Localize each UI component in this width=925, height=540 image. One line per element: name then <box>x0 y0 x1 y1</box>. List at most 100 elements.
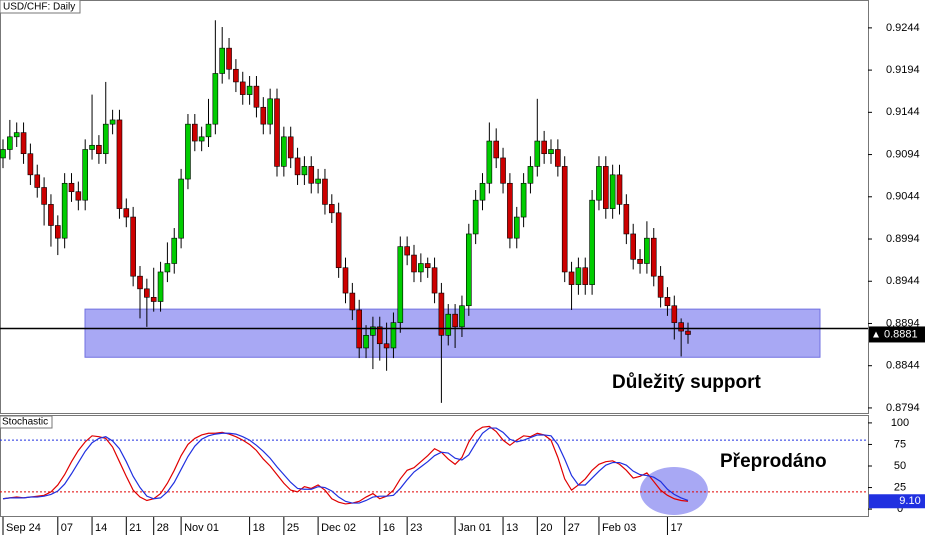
candle-body <box>589 199 595 285</box>
candle-body <box>157 271 164 302</box>
annotation: Důležitý support <box>612 372 762 393</box>
candle-body <box>431 267 438 294</box>
candle-body <box>568 271 575 285</box>
x-tick-label: 20 <box>540 522 552 534</box>
candle-body <box>287 136 294 159</box>
candle-body <box>534 140 541 167</box>
candle-body <box>623 204 630 235</box>
y-tick-label: 50 <box>894 460 906 472</box>
candle-body <box>445 313 452 336</box>
candle-body <box>48 204 54 226</box>
candle-body <box>246 85 253 95</box>
candle-body <box>383 343 390 349</box>
y-tick-label: 0.9144 <box>886 106 920 118</box>
y-tick-label: 0.8994 <box>886 233 920 245</box>
candle-body <box>233 68 239 83</box>
candle-body <box>630 233 637 260</box>
stochastic-line <box>2 427 689 504</box>
y-tick-label: 0.8894 <box>886 317 920 329</box>
candle-body <box>500 157 506 184</box>
price-label: 0.8881 <box>884 328 918 340</box>
panel-title: Stochastic <box>2 417 48 428</box>
candle-body <box>301 166 308 176</box>
candle-body <box>274 98 280 167</box>
candle-body <box>212 73 219 125</box>
candle-body <box>637 258 643 264</box>
candle-body <box>171 237 178 264</box>
y-tick-label: 0.9044 <box>886 191 920 203</box>
candle-body <box>671 305 678 323</box>
candle-body <box>685 330 691 335</box>
candle-body <box>575 267 582 285</box>
candle-body <box>493 140 500 159</box>
candle-body <box>27 153 34 176</box>
candle-body <box>322 178 328 205</box>
candle-body <box>0 149 6 159</box>
candle-body <box>130 216 136 277</box>
x-tick-label: 13 <box>506 522 518 534</box>
candle-body <box>342 267 349 294</box>
candle-body <box>96 144 102 155</box>
candle-body <box>109 119 116 125</box>
candle-body <box>335 212 342 269</box>
x-tick-label: Sep 24 <box>6 522 41 534</box>
candle-body <box>527 166 534 184</box>
price-label-box <box>869 326 925 343</box>
x-tick-label: 07 <box>61 522 73 534</box>
candle-body <box>41 187 47 205</box>
candle-body <box>582 267 589 285</box>
candle-body <box>7 136 13 150</box>
candle-body <box>390 322 397 349</box>
candle-body <box>650 237 657 277</box>
candle-body <box>411 254 417 273</box>
stochastic-line <box>2 425 689 505</box>
highlight <box>640 467 708 515</box>
price-marker <box>873 331 879 338</box>
y-tick-label: 0.9194 <box>886 64 920 76</box>
x-tick-label: 21 <box>129 522 141 534</box>
candle-body <box>548 149 554 155</box>
y-tick-label: 0.8794 <box>886 402 920 414</box>
candle-body <box>308 166 315 184</box>
candle-body <box>397 246 404 323</box>
candle-body <box>253 85 260 108</box>
candle-body <box>13 132 20 138</box>
y-tick-label: 0.9244 <box>886 22 920 34</box>
candle-body <box>404 246 410 256</box>
y-tick-label: 100 <box>891 417 909 429</box>
candle-body <box>513 216 520 239</box>
y-tick-label: 25 <box>894 481 906 493</box>
candle-body <box>328 204 335 214</box>
candle-body <box>561 166 568 273</box>
candle-body <box>555 149 561 167</box>
candle-body <box>116 119 123 209</box>
candle-body <box>219 47 225 74</box>
candle-body <box>61 182 68 239</box>
value-label-box <box>869 494 925 509</box>
candle-body <box>294 157 301 176</box>
candle-body <box>281 136 287 167</box>
x-tick-label: Dec 02 <box>321 522 356 534</box>
candle-body <box>541 140 547 155</box>
candle-body <box>239 81 246 95</box>
candle-body <box>664 296 671 307</box>
candle-body <box>54 225 61 239</box>
x-tick-label: 14 <box>95 522 107 534</box>
candle-body <box>123 208 130 218</box>
y-tick-label: 0.9094 <box>886 148 920 160</box>
candle-body <box>150 296 157 302</box>
chart-title: USD/CHF: Daily <box>3 2 75 13</box>
candle-body <box>34 174 41 188</box>
x-tick-label: 17 <box>670 522 682 534</box>
candle-body <box>596 166 602 201</box>
y-tick-label: 0.8844 <box>886 360 920 372</box>
title-box <box>0 0 81 14</box>
candle-body <box>226 47 232 70</box>
candle-body <box>205 123 212 138</box>
x-tick-label: 27 <box>568 522 580 534</box>
y-tick-label: 0 <box>897 503 903 515</box>
candle-body <box>452 313 458 328</box>
candle-body <box>164 263 171 273</box>
candle-body <box>507 182 513 239</box>
